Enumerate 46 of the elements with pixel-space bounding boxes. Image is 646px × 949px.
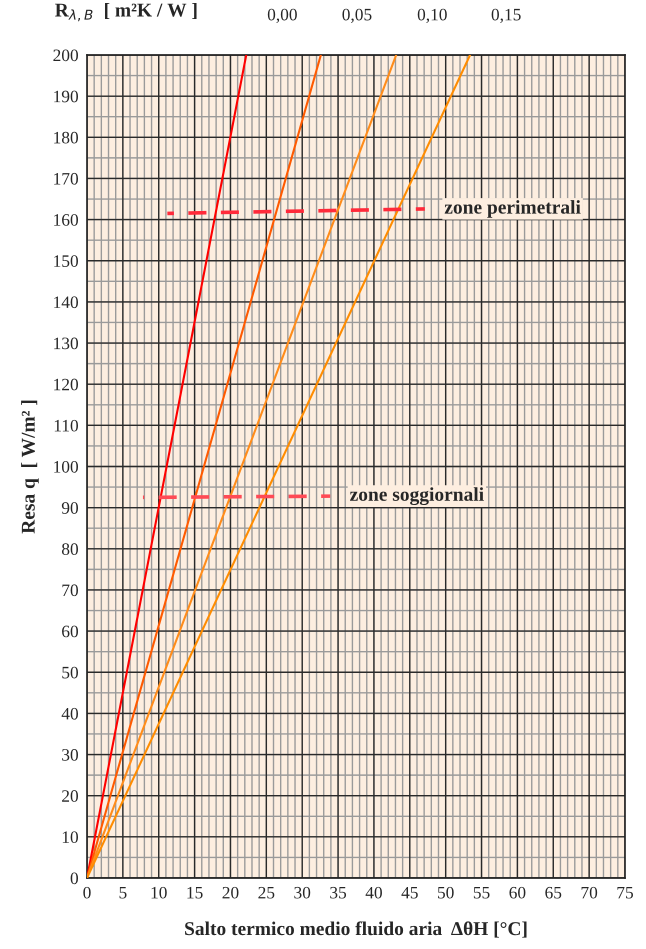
y-tick-label: 160 [54,214,78,226]
y-tick-label: 40 [62,708,78,720]
x-tick-label: 55 [474,887,490,899]
text: 0,05 [342,8,372,23]
x-tick-label: 75 [617,887,633,899]
x-tick-label: 40 [366,886,382,899]
x-axis-title: Salto termico medio fluido aria ΔθH [°C] [185,921,527,938]
y-tick-label: 30 [62,749,78,761]
y-tick-label: 10 [62,831,78,844]
y-tick-label: 130 [54,338,78,350]
x-tick-label: 45 [401,886,418,899]
y-tick-label: 120 [54,378,78,390]
y-tick-label: 60 [62,626,78,638]
x-tick-label: 5 [120,887,127,899]
y-axis-title: Resa q [ W/m² ] [21,400,39,534]
y-tick-label: 100 [54,460,78,473]
x-tick-label: 20 [222,886,238,899]
text: 0,15 [492,8,521,23]
y-tick-label: 190 [54,90,78,102]
x-tick-label: 70 [582,886,598,899]
y-tick-label: 80 [62,543,78,555]
y-tick-label: 180 [54,132,78,144]
y-tick-label: 70 [62,584,78,596]
y-tick-label: 90 [62,502,78,514]
y-tick-label: 20 [62,790,78,802]
x-tick-label: 35 [330,886,346,899]
y-tick-label: 50 [62,666,78,678]
x-tick-label: 50 [438,886,454,899]
x-tick-label: 10 [152,886,167,899]
y-tick-label: 110 [54,420,78,432]
x-tick-label: 60 [509,886,526,899]
x-tick-label: 15 [187,886,203,899]
y-tick-label: 170 [54,172,78,185]
x-tick-label: 0 [83,886,91,899]
y-tick-label: 150 [54,255,78,267]
y-tick-label: 0 [70,872,78,884]
text: R$_{λ,B}$ [ m²K / W ] [55,2,197,22]
series-label: zone perimetrali [444,200,581,218]
x-tick-label: 25 [258,886,274,899]
x-tick-label: 65 [545,886,562,899]
y-tick-label: 200 [53,49,78,62]
x-tick-label: 30 [294,886,310,899]
text: 0,00 [268,8,297,23]
y-tick-label: 140 [54,296,78,308]
text: 0,10 [418,8,447,23]
series-label: zone soggiornali [350,487,484,506]
